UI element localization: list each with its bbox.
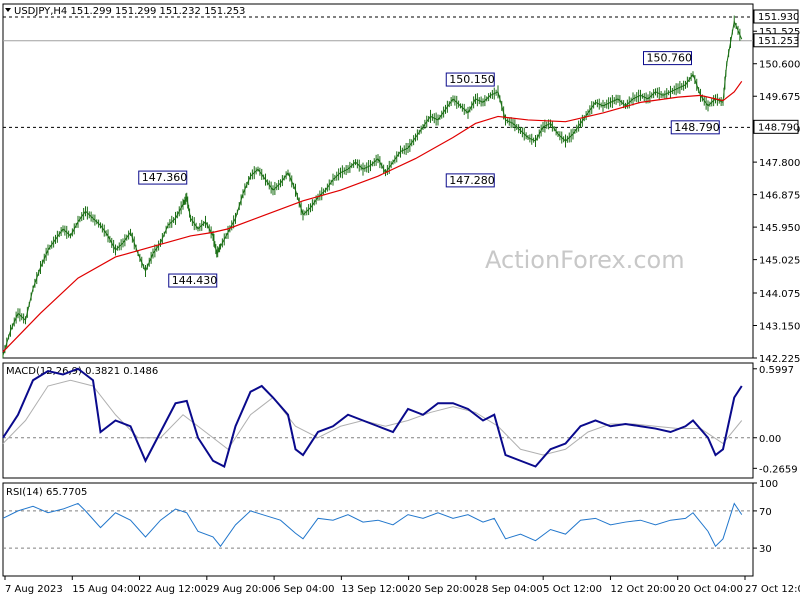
price-tick-label: 145.025 xyxy=(759,256,800,267)
rsi-panel xyxy=(2,482,754,577)
level-tag xyxy=(753,9,799,24)
time-tick-label: 22 Aug 12:00 xyxy=(140,584,207,595)
price-tick-label: 146.875 xyxy=(759,191,800,202)
level-tag xyxy=(753,119,799,134)
price-tick-label: 150.600 xyxy=(759,60,800,71)
watermark: ActionForex.com xyxy=(485,246,685,274)
time-tick-label: 7 Aug 2023 xyxy=(5,584,63,595)
price-tick-label: 142.225 xyxy=(759,354,800,365)
macd-tick-label: 0.00 xyxy=(759,434,781,445)
macd-tick-label: 0.5997 xyxy=(759,365,794,376)
time-tick-label: 28 Sep 04:00 xyxy=(476,584,543,595)
price-panel xyxy=(2,3,754,359)
price-tick-label: 143.150 xyxy=(759,321,800,332)
annotation-box xyxy=(445,173,495,188)
annotation-label: 150.150 xyxy=(449,73,495,86)
current-price-tag xyxy=(753,33,799,48)
price-tick-label: 151.525 xyxy=(759,27,800,38)
time-tick-label: 20 Sep 20:00 xyxy=(409,584,476,595)
annotation-label: 150.760 xyxy=(647,52,693,65)
time-tick-label: 15 Aug 04:00 xyxy=(72,584,139,595)
level-tag-label: 151.930 xyxy=(758,12,799,23)
price-line xyxy=(2,19,743,356)
rsi-tick-label: 30 xyxy=(759,544,772,555)
macd-tick-label: -0.2659 xyxy=(759,464,798,475)
rsi-tick-label: 70 xyxy=(759,507,772,518)
annotation-label: 147.280 xyxy=(449,174,495,187)
rsi-tick-label: 100 xyxy=(759,479,778,490)
moving-average-line xyxy=(2,80,743,353)
annotation-box xyxy=(445,72,495,87)
time-tick-label: 12 Oct 20:00 xyxy=(610,584,675,595)
price-tick-label: 147.800 xyxy=(759,158,800,169)
annotation-box xyxy=(168,273,218,288)
rsi-line xyxy=(2,502,743,548)
macd-panel xyxy=(2,362,754,479)
time-tick-label: 6 Sep 04:00 xyxy=(274,584,334,595)
time-tick-label: 5 Oct 12:00 xyxy=(543,584,602,595)
time-tick-label: 29 Aug 20:00 xyxy=(207,584,274,595)
symbol-header: USDJPY,H4 151.299 151.299 151.232 151.25… xyxy=(14,6,245,17)
current-price-label: 151.253 xyxy=(758,36,799,47)
annotation-box xyxy=(138,170,188,185)
price-tick-label: 149.675 xyxy=(759,92,800,103)
level-tag-label: 148.790 xyxy=(758,122,799,133)
annotation-box xyxy=(643,51,692,66)
annotation-label: 147.360 xyxy=(142,171,188,184)
price-tick-label: 144.075 xyxy=(759,289,800,300)
time-tick-label: 13 Sep 12:00 xyxy=(341,584,408,595)
time-tick-label: 27 Oct 12:00 xyxy=(745,584,800,595)
dropdown-triangle-icon xyxy=(5,8,11,12)
rsi-header: RSI(14) 65.7705 xyxy=(6,487,87,498)
macd-line xyxy=(2,367,743,468)
annotation-box xyxy=(670,120,720,135)
price-tick-label: 145.950 xyxy=(759,223,800,234)
time-tick-label: 20 Oct 04:00 xyxy=(678,584,743,595)
annotation-label: 148.790 xyxy=(674,121,720,134)
annotation-label: 144.430 xyxy=(172,274,218,287)
